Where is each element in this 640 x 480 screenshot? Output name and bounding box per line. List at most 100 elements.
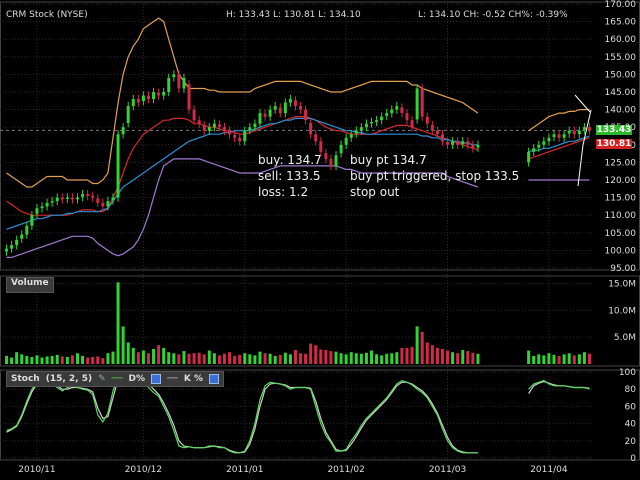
stop-price-box: 130.81 [596, 139, 632, 149]
volume-bar [202, 354, 206, 364]
candle-body [385, 113, 389, 116]
volume-bar [86, 357, 90, 364]
volume-bar [572, 355, 576, 364]
price-tick-label: 95.00 [610, 264, 636, 274]
volume-bar [192, 353, 196, 364]
candle-body [223, 127, 226, 131]
price-tick-label: 170.00 [605, 0, 637, 10]
volume-bar [334, 351, 338, 364]
volume-bar [146, 353, 150, 364]
time-tick-label: 2010/12 [125, 465, 162, 475]
annotation-loss: loss: 1.2 [258, 185, 309, 199]
candle-body [435, 130, 439, 135]
volume-bar [263, 353, 267, 364]
k-label: K % [183, 374, 203, 384]
candle-body [400, 107, 404, 114]
candle-body [172, 74, 176, 78]
volume-bar [223, 353, 226, 364]
candle-body [233, 134, 237, 138]
price-tick-label: 110.00 [605, 211, 637, 221]
candle-body [20, 234, 24, 239]
candle-body [293, 100, 297, 107]
candle-body [121, 127, 125, 135]
volume-bar [5, 355, 9, 364]
volume-bar [248, 354, 252, 364]
candle-body [30, 215, 34, 226]
settings-icon[interactable]: ✎ [98, 374, 106, 384]
candle-body [141, 95, 145, 102]
annotation-left: buy: 134.7 sell: 133.5 loss: 1.2 [258, 152, 322, 200]
candle-body [70, 197, 74, 200]
volume-bar [268, 353, 272, 364]
volume-bar [20, 354, 24, 364]
volume-bar [60, 356, 64, 364]
volume-bar [91, 357, 95, 364]
stoch-title: Stoch [11, 374, 40, 384]
candle-body [268, 109, 272, 117]
candle-body [187, 84, 191, 110]
candle-body [65, 197, 69, 200]
volume-bar [116, 282, 120, 364]
volume-bar [400, 347, 404, 364]
volume-bar [354, 353, 358, 364]
last-price-box: 133.43 [596, 125, 632, 135]
time-tick-label: 2011/01 [226, 465, 263, 475]
price-tick-label: 120.00 [605, 176, 637, 186]
volume-bar [299, 353, 303, 364]
volume-bar [425, 342, 429, 364]
volume-bar [167, 352, 171, 364]
candle-body [344, 137, 348, 145]
price-tick-label: 115.00 [605, 194, 637, 204]
k-toggle-checkbox[interactable] [208, 374, 219, 384]
stoch-d-line [6, 373, 590, 454]
lower-band-line [6, 158, 590, 258]
volume-bar [162, 347, 166, 364]
volume-bar [182, 351, 186, 364]
candle-body [410, 120, 414, 128]
volume-bar [537, 354, 541, 364]
volume-bar [405, 347, 409, 364]
volume-bar [253, 355, 257, 364]
d-line-swatch: ── [111, 374, 123, 384]
volume-bar [430, 345, 434, 364]
volume-bar [562, 354, 566, 364]
annotation-stop-out: stop out [350, 185, 400, 199]
volume-bar [339, 353, 343, 364]
candle-body [420, 88, 424, 117]
volume-bar [557, 355, 561, 364]
volume-bar [288, 354, 292, 364]
candle-body [577, 130, 581, 135]
volume-bar [440, 348, 444, 364]
stoch-panel-label: Stoch (15, 2, 5) ✎ ── D% ── K % [6, 371, 224, 387]
candle-body [136, 99, 140, 103]
volume-bar [197, 352, 201, 364]
annotation-buy-pt: buy pt 134.7 [350, 153, 427, 167]
candle-body [111, 197, 115, 201]
candle-body [562, 134, 566, 138]
price-tick-label: 145.00 [605, 88, 637, 98]
volume-tick-label: 10.0M [608, 306, 636, 316]
candle-body [339, 144, 343, 154]
stoch-tick-label: 0 [630, 454, 636, 464]
candle-body [76, 197, 79, 200]
candle-body [537, 144, 541, 148]
volume-bar [187, 353, 191, 364]
volume-bar [131, 347, 135, 364]
volume-bar [309, 343, 313, 364]
volume-bar [471, 352, 475, 364]
volume-bar [273, 355, 277, 364]
volume-bar [30, 357, 34, 364]
candle-body [364, 123, 368, 128]
k-line-swatch: ── [167, 374, 178, 384]
candle-body [304, 109, 308, 121]
candle-body [446, 141, 450, 145]
d-toggle-checkbox[interactable] [151, 374, 161, 384]
volume-tick-label: 15.0M [608, 279, 636, 289]
candle-body [253, 123, 257, 128]
price-tick-label: 125.00 [605, 158, 637, 168]
volume-bar [344, 354, 348, 364]
moving-average-red-line [6, 116, 590, 216]
volume-bar [238, 354, 242, 364]
candle-body [278, 107, 282, 114]
